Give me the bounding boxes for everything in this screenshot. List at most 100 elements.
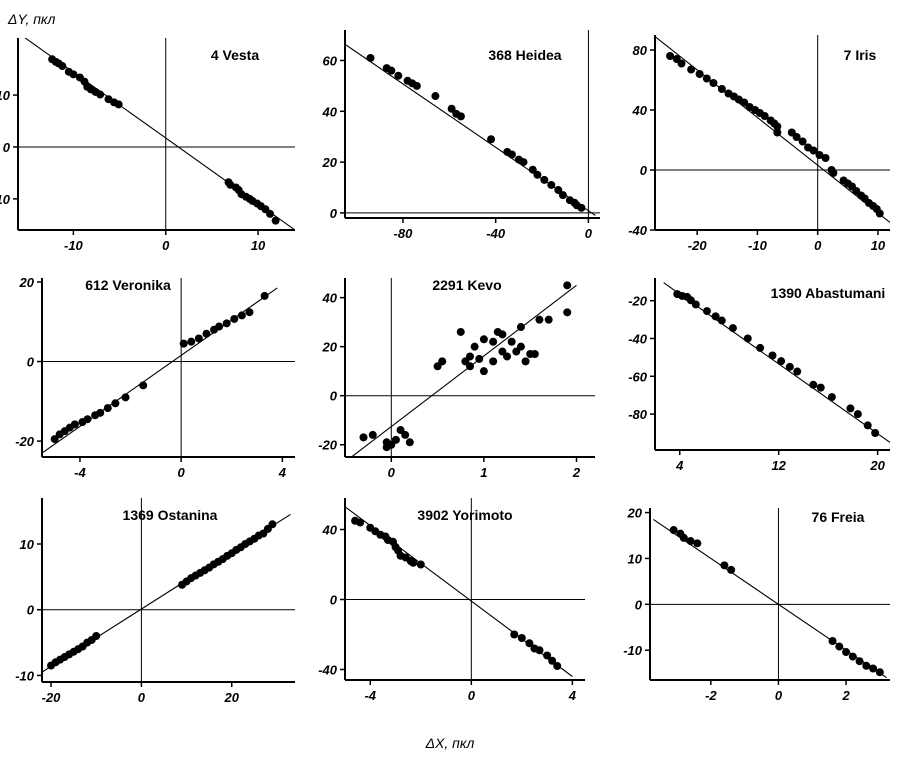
y-tick-label: -10 — [15, 668, 35, 683]
data-point — [359, 433, 368, 442]
y-tick-label: 40 — [322, 291, 338, 306]
x-tick-label: -10 — [64, 238, 84, 253]
y-tick-label: -40 — [628, 331, 648, 346]
data-point — [577, 203, 586, 212]
panel-title: 3902 Yorimoto — [417, 507, 512, 523]
data-point — [693, 539, 702, 548]
panel-title: 2291 Kevo — [432, 277, 501, 293]
data-point — [525, 639, 534, 648]
x-tick-label: 0 — [585, 226, 593, 241]
panel-title: 1369 Ostanina — [123, 507, 218, 523]
data-point — [535, 646, 544, 655]
y-tick-label: -10 — [0, 192, 11, 207]
data-point — [798, 137, 807, 146]
y-tick-label: -60 — [628, 369, 648, 384]
data-point — [717, 316, 726, 325]
x-tick-label: -4 — [74, 465, 86, 480]
y-tick-label: 20 — [19, 275, 35, 290]
data-point — [543, 651, 552, 660]
x-tick-label: -20 — [42, 690, 62, 705]
x-tick-label: 10 — [871, 238, 886, 253]
data-point — [863, 421, 872, 430]
data-point — [720, 561, 729, 570]
x-tick-label: 0 — [162, 238, 170, 253]
data-point — [498, 330, 507, 339]
data-point — [202, 329, 211, 338]
data-point — [466, 352, 474, 361]
data-point — [447, 104, 456, 113]
data-point — [489, 357, 498, 366]
x-tick-label: 2 — [841, 688, 850, 703]
x-tick-label: 0 — [775, 688, 783, 703]
data-point — [516, 323, 525, 332]
data-point — [687, 65, 696, 74]
data-point — [96, 408, 105, 417]
y-tick-label: 80 — [633, 43, 648, 58]
data-point — [271, 216, 280, 225]
x-tick-label: 4 — [278, 465, 287, 480]
data-point — [827, 393, 836, 402]
data-point — [547, 180, 556, 189]
data-point — [489, 337, 498, 346]
data-point — [507, 150, 516, 159]
data-point — [846, 404, 855, 413]
data-point — [855, 657, 864, 666]
y-tick-label: -40 — [318, 663, 338, 678]
data-point — [387, 66, 396, 75]
data-point — [727, 565, 736, 574]
data-point — [548, 656, 557, 665]
data-point — [773, 122, 782, 131]
data-point — [466, 362, 474, 371]
y-tick-label: 0 — [330, 389, 338, 404]
data-point — [533, 170, 542, 179]
y-tick-label: 0 — [330, 206, 338, 221]
data-point — [356, 518, 365, 527]
y-tick-label: -20 — [318, 438, 338, 453]
data-point — [862, 661, 871, 670]
data-point — [475, 354, 484, 363]
data-point — [194, 334, 203, 343]
y-tick-label: 0 — [640, 163, 648, 178]
fit-line — [663, 282, 890, 443]
data-point — [563, 281, 572, 290]
data-point — [530, 350, 539, 359]
y-tick-label: -80 — [628, 407, 648, 422]
data-point — [679, 533, 688, 542]
data-point — [558, 191, 567, 200]
y-tick-label: 60 — [323, 53, 338, 68]
y-tick-label: 0 — [330, 593, 338, 608]
y-tick-label: 10 — [628, 551, 643, 566]
data-point — [777, 357, 786, 366]
data-point — [793, 367, 802, 376]
data-point — [828, 637, 837, 646]
data-point — [111, 399, 120, 408]
fit-line — [350, 284, 577, 457]
y-tick-label: 40 — [322, 104, 338, 119]
data-point — [528, 165, 537, 174]
x-tick-label: 0 — [178, 465, 186, 480]
data-point — [829, 169, 838, 177]
data-point — [691, 300, 700, 309]
x-tick-label: 20 — [224, 690, 240, 705]
data-point — [92, 632, 101, 640]
y-tick-label: 10 — [0, 88, 11, 103]
data-point — [96, 90, 105, 99]
y-tick-label: 20 — [322, 155, 338, 170]
data-point — [412, 81, 421, 90]
data-point — [760, 112, 769, 120]
data-point — [391, 435, 400, 444]
data-point — [456, 112, 465, 121]
data-point — [821, 154, 830, 162]
data-point — [517, 634, 526, 642]
data-point — [268, 520, 277, 529]
x-tick-label: -40 — [486, 226, 506, 241]
panel-title: 76 Freia — [812, 509, 865, 525]
panel-2: -20 -10 0 10 -40 0 40 80 7 Iris — [628, 35, 890, 253]
data-point — [58, 62, 67, 71]
data-point — [516, 342, 525, 351]
data-point — [702, 307, 711, 316]
data-point — [666, 52, 675, 60]
data-point — [773, 128, 782, 137]
data-point — [809, 380, 818, 389]
